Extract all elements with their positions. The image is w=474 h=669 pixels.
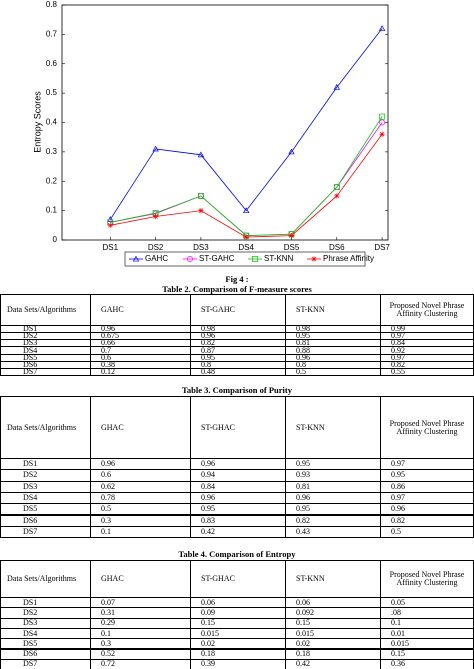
y-tick-label: 0.1	[46, 206, 58, 215]
table-header: GAHC	[90, 294, 191, 326]
y-tick-label: 0	[53, 235, 58, 244]
data-point	[333, 184, 340, 191]
table-cell: 0.39	[190, 658, 286, 669]
table-cell: 0.1	[90, 525, 191, 539]
x-tick-label: DS6	[329, 243, 345, 252]
table-header: GHAC	[90, 560, 191, 598]
legend-marker	[187, 256, 193, 262]
y-tick-label: 0.4	[46, 118, 58, 127]
data-point	[288, 232, 295, 239]
table-header: Data Sets/Algorithms	[0, 294, 91, 326]
figure-caption: Fig 4 :	[225, 274, 249, 284]
data-point	[288, 148, 295, 155]
x-tick-label: DS5	[284, 243, 300, 252]
data-point	[197, 151, 205, 158]
table-header: Data Sets/Algorithms	[0, 396, 91, 459]
series-line	[110, 122, 383, 236]
plot-frame	[61, 4, 389, 241]
table-title: Table 4. Comparison of Entropy	[178, 549, 296, 559]
y-tick-label: 0.8	[46, 0, 58, 9]
table-cell: 0.12	[90, 367, 191, 377]
legend-marker	[132, 255, 140, 262]
table-cell: 0.42	[285, 658, 381, 669]
table-title: Table 3. Comparison of Purity	[182, 385, 292, 395]
data-point	[197, 192, 204, 199]
legend-box	[124, 251, 366, 267]
table-header: Data Sets/Algorithms	[0, 560, 91, 598]
data-point	[243, 207, 250, 214]
table-cell: 0.43	[285, 525, 381, 539]
series-line	[109, 28, 383, 220]
data-point	[243, 234, 249, 240]
legend-marker	[311, 256, 317, 262]
x-tick-label: DS4	[238, 243, 254, 252]
table-header: Proposed Novel Phrase Affinity Clusterin…	[380, 294, 474, 326]
data-point	[379, 113, 386, 120]
data-point	[333, 83, 340, 90]
data-point	[107, 222, 113, 228]
table-cell: 0.5	[380, 525, 474, 539]
table-cell: 0.42	[190, 525, 286, 539]
table-cell: DS7	[0, 658, 91, 669]
data-point	[334, 193, 340, 199]
x-tick-label: DS1	[103, 243, 119, 252]
table-header: ST-GHAC	[190, 396, 286, 459]
data-point	[378, 25, 386, 31]
y-tick-label: 0.6	[46, 59, 58, 68]
data-point	[379, 119, 386, 126]
table-header: GHAC	[90, 396, 191, 459]
table-header: Proposed Novel Phrase Affinity Clusterin…	[380, 396, 474, 459]
legend-label: GAHC	[145, 254, 168, 263]
table-header: ST-KNN	[285, 396, 381, 459]
series-line	[110, 134, 383, 238]
table-cell: DS7	[0, 367, 91, 377]
table-cell: 0.36	[380, 658, 474, 669]
table-cell: 0.72	[90, 658, 191, 669]
table-header: ST-KNN	[285, 560, 381, 598]
table-cell: DS7	[0, 525, 91, 539]
y-tick-label: 0.2	[46, 176, 58, 185]
y-tick-label: 0.7	[46, 29, 58, 38]
table-header: Proposed Novel Phrase Affinity Clusterin…	[380, 560, 474, 598]
data-point	[107, 216, 114, 222]
table-cell: 0.48	[190, 367, 286, 377]
legend-marker	[252, 256, 258, 262]
x-tick-label: DS2	[148, 243, 164, 252]
table-header: ST-GHAC	[190, 560, 286, 598]
table-header: ST-GAHC	[190, 294, 286, 326]
legend-label: ST-KNN	[264, 254, 294, 263]
data-point	[152, 145, 159, 152]
table-cell: 0.55	[380, 367, 474, 377]
y-tick-label: 0.5	[46, 88, 58, 97]
table-header: ST-KNN	[285, 294, 381, 326]
x-tick-label: DS3	[193, 243, 209, 252]
data-point	[153, 213, 159, 220]
data-point	[198, 208, 204, 214]
y-axis-label: Entropy Scores	[32, 91, 42, 153]
chart: Entropy Scores 0 0.1 0.2 0.3 0.4 0.5 0.6 0.7 0.8…	[32, 0, 390, 267]
table-cell: 0.5	[285, 367, 381, 377]
table-title: Table 2. Comparison of F-measure scores	[162, 284, 312, 294]
x-tick-label: DS7	[374, 243, 390, 252]
y-tick-label: 0.3	[46, 147, 58, 156]
data-point	[379, 131, 385, 137]
legend-label: ST-GAHC	[199, 254, 235, 263]
legend-label: Phrase Affinity	[323, 254, 374, 263]
